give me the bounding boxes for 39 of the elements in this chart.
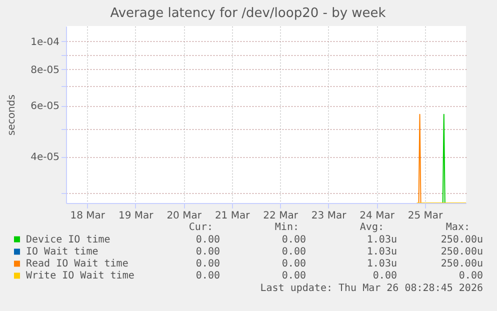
text: 250.00u (440, 258, 483, 270)
legend-label: Write IO Wait time (26, 270, 134, 282)
chart-title: Average latency for /dev/loop20 - by week (110, 6, 386, 21)
text: Max: (446, 222, 470, 233)
y-tick-label: 8e-05 (30, 64, 60, 76)
text: 0.00 (196, 234, 220, 246)
text: 250.00u (440, 246, 483, 258)
text: 0.00 (282, 234, 306, 246)
x-tick-label: 20 Mar (166, 210, 202, 222)
legend-label: Device IO time (26, 234, 110, 246)
text: 0.00 (458, 270, 483, 282)
text: 0.00 (282, 270, 306, 282)
x-tick-label: 25 Mar (408, 210, 444, 222)
text: 1.03u (366, 234, 397, 246)
y-tick-label: 4e-05 (30, 152, 60, 164)
y-axis-title: seconds (6, 94, 18, 136)
text: Avg: (360, 222, 384, 233)
x-tick-label: 23 Mar (311, 210, 348, 222)
text: 0.00 (196, 258, 220, 270)
text: 1.03u (366, 258, 397, 270)
text: Cur: (188, 222, 213, 233)
text: Min: (274, 222, 299, 233)
y-tick-label: 1e-04 (30, 36, 60, 48)
x-tick-label: 22 Mar (263, 210, 299, 222)
legend-label: IO Wait time (26, 246, 98, 258)
x-tick-label: 24 Mar (360, 210, 396, 222)
x-tick-label: 19 Mar (118, 210, 154, 222)
text: 1.03u (366, 246, 397, 258)
text: 0.00 (372, 270, 397, 282)
text: 0.00 (196, 246, 220, 258)
text: 0.00 (282, 246, 306, 258)
text: Last update: Thu Mar 26 08:28:45 2026 (260, 283, 483, 294)
text: 250.00u (440, 234, 483, 246)
y-tick-label: 6e-05 (30, 101, 60, 112)
legend-label: Read IO Wait time (26, 258, 128, 270)
x-tick-label: 18 Mar (70, 210, 106, 222)
text: 0.00 (196, 270, 220, 282)
x-tick-label: 21 Mar (214, 210, 251, 222)
text: 0.00 (282, 258, 306, 270)
